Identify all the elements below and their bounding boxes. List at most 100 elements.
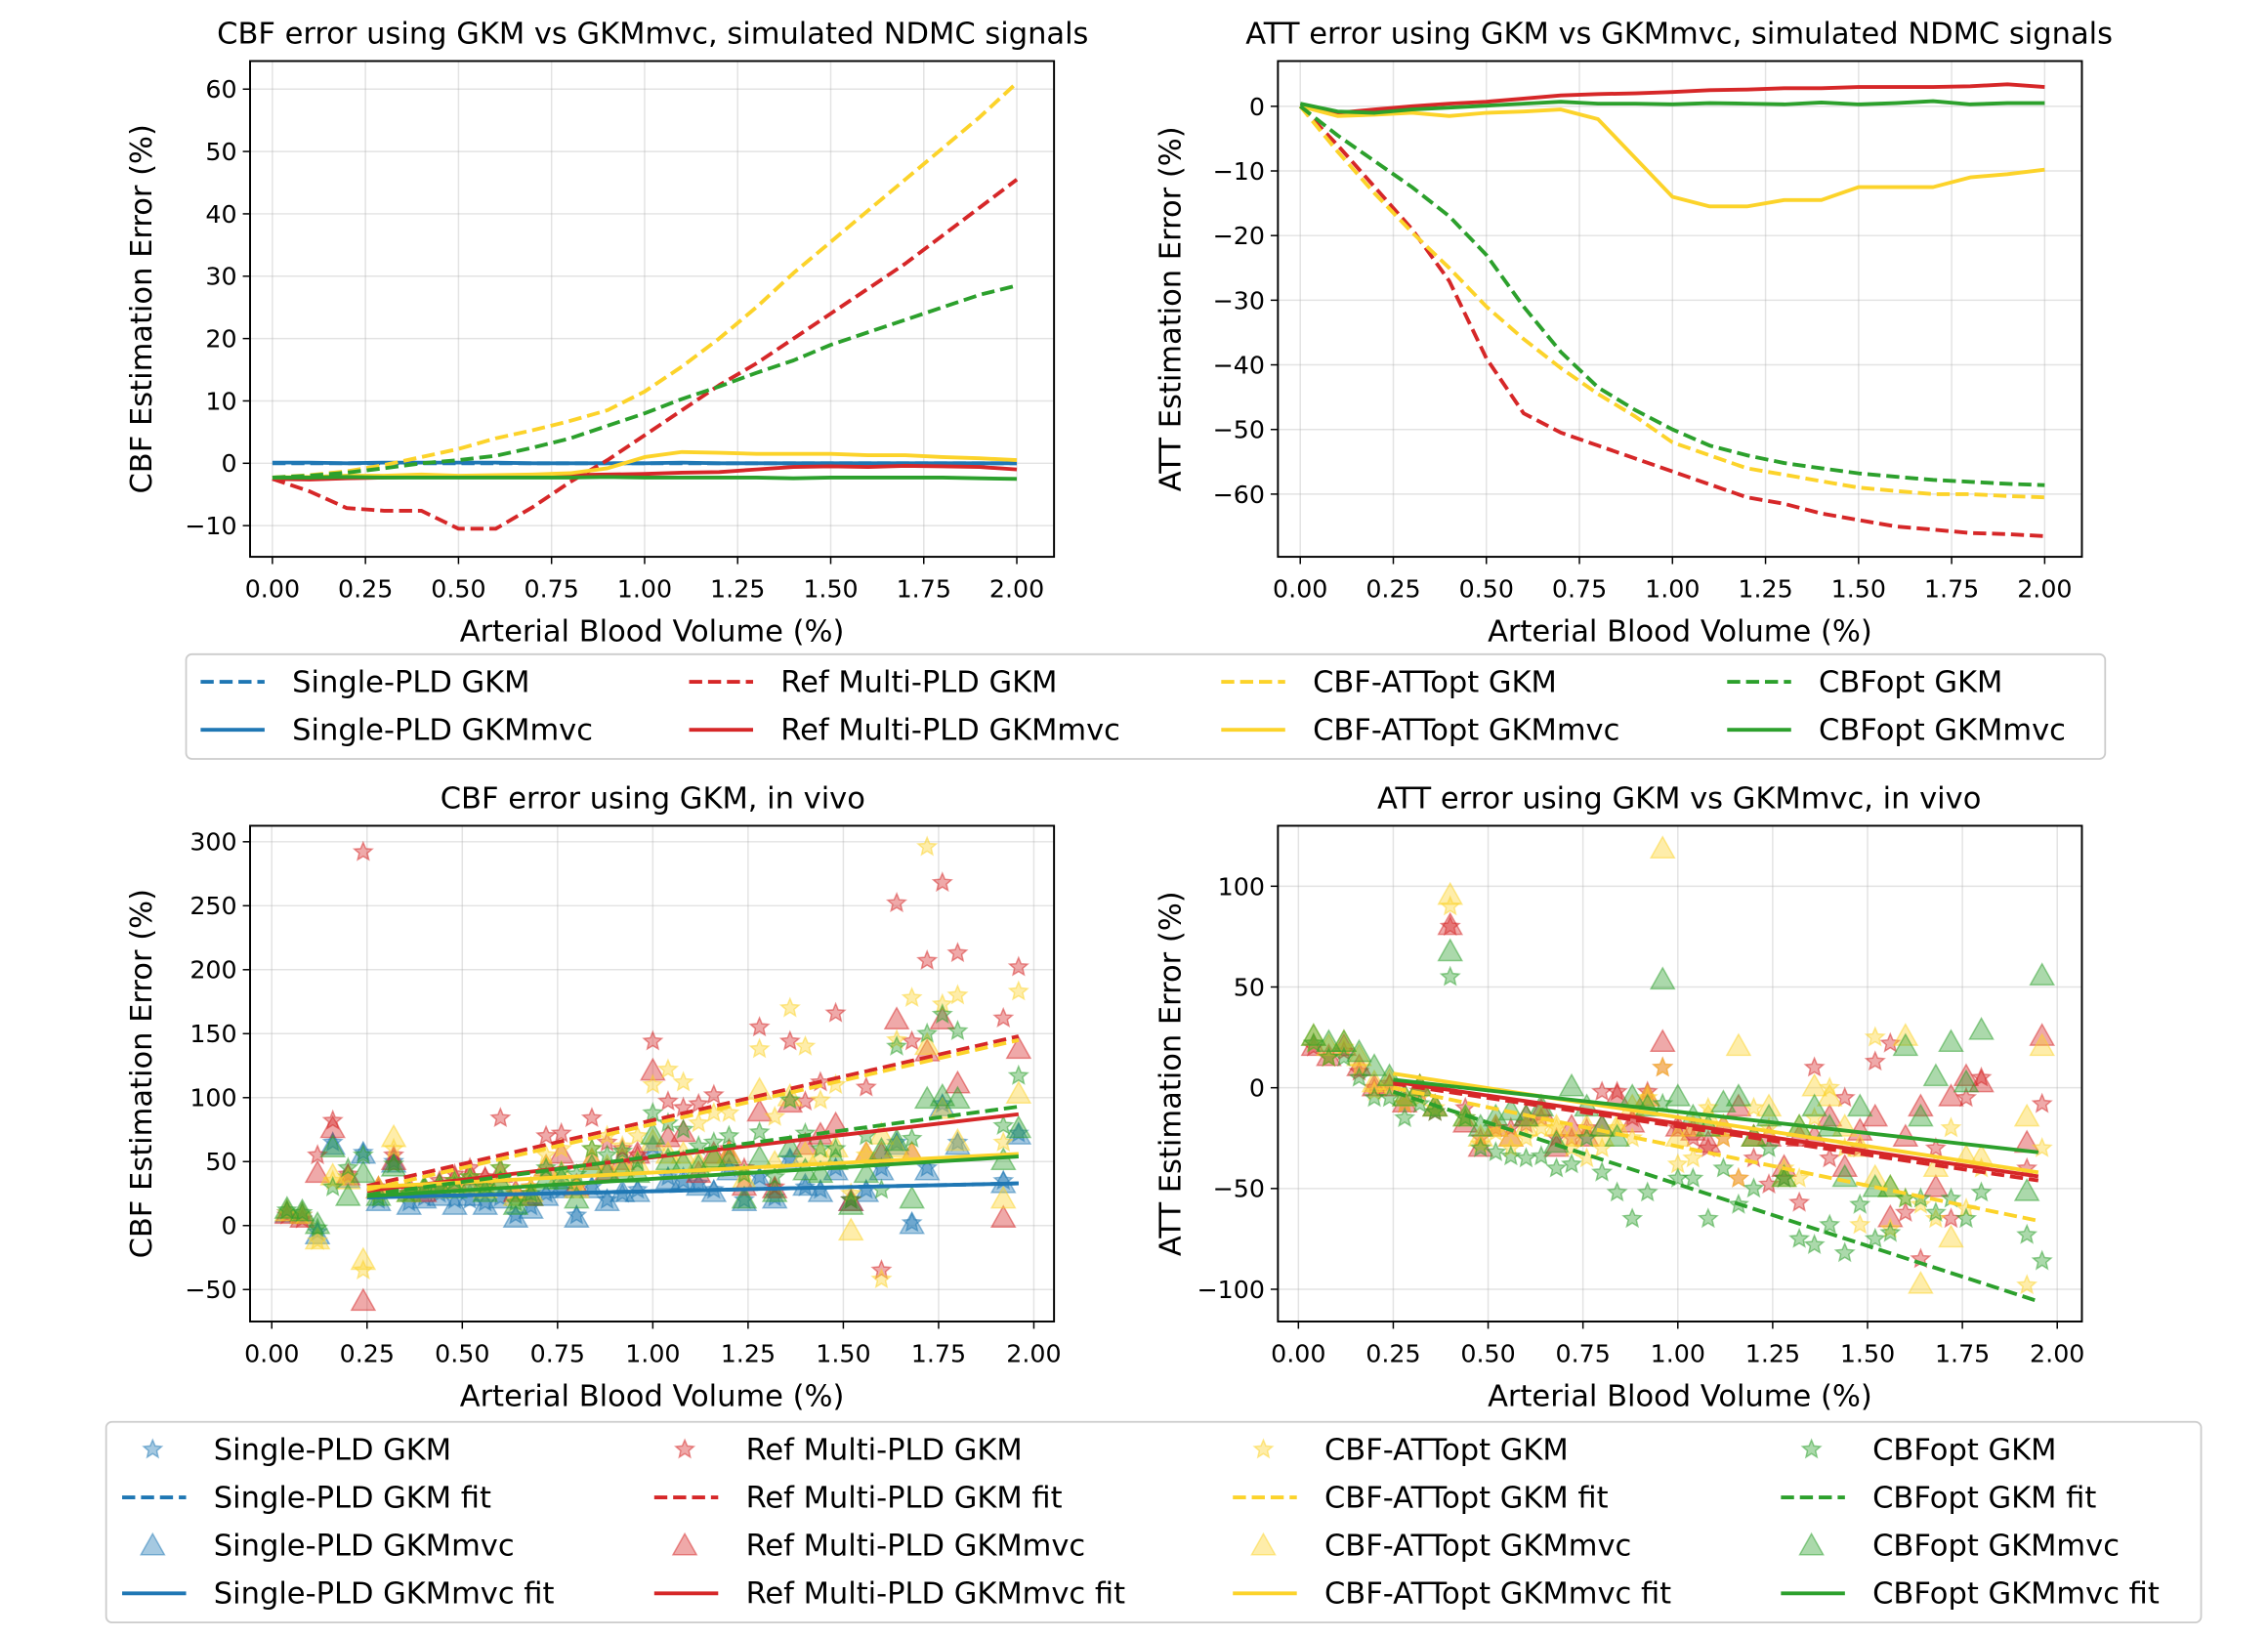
triangle-point <box>913 1156 941 1181</box>
x-tick-label: 1.75 <box>1924 575 1979 604</box>
triangle-point <box>837 1217 864 1241</box>
legend-top-frame <box>185 652 2107 760</box>
star-point <box>1924 1200 1947 1222</box>
star-point <box>383 1153 405 1174</box>
star-point <box>931 1003 953 1025</box>
star-point <box>1879 1221 1902 1242</box>
star-point <box>1348 1066 1370 1087</box>
triangle-point <box>2013 1103 2040 1127</box>
scatter-series-ref-multi-pld-gkm <box>1302 914 2053 1269</box>
star-point <box>1469 1132 1491 1154</box>
legend-label: CBFopt GKM fit <box>1872 1482 2096 1516</box>
triangle-point <box>989 1185 1017 1209</box>
star-point <box>1819 1076 1841 1098</box>
y-axis-label: ATT Estimation Error (%) <box>1155 891 1189 1256</box>
x-tick-label: 0.50 <box>435 1340 489 1368</box>
triangle-point <box>807 1159 834 1184</box>
triangle-marker-icon <box>1250 1532 1277 1556</box>
fit-line-ref-multi-pld-gkm-fit <box>1393 1081 2039 1183</box>
fit-line-cbfopt-gkmmvc-fit <box>366 1154 1019 1198</box>
x-axis-label: Arterial Blood Volume (%) <box>1488 614 1872 649</box>
triangle-point <box>350 1246 377 1271</box>
plot-area <box>273 835 1032 1312</box>
triangle-point <box>1801 1093 1827 1117</box>
star-point <box>1485 1141 1507 1162</box>
legend-bottom-frame <box>105 1420 2203 1624</box>
star-point <box>916 835 939 857</box>
x-tick-label: 2.00 <box>2017 575 2072 604</box>
triangle-marker-icon <box>671 1532 698 1556</box>
triangle-point <box>2029 1032 2056 1057</box>
star-point <box>1007 1064 1029 1085</box>
star-point <box>1682 1126 1704 1148</box>
star-point <box>1007 955 1029 977</box>
star-point <box>611 1134 634 1155</box>
legend-entry: Ref Multi-PLD GKM <box>689 666 1057 700</box>
triangle-point <box>1938 1083 1964 1107</box>
star-point <box>778 996 801 1018</box>
fit-line-single-pld-gkmmvc-fit <box>366 1181 1019 1199</box>
chart-3: 0.00 0.25 0.50 0.75 1.00 1.25 1.50 1.75 2.00 −100… <box>1155 782 2085 1414</box>
y-tick-label: 150 <box>189 1020 236 1048</box>
star-point <box>1894 1200 1916 1222</box>
legend-entry: CBFopt GKM <box>1800 1433 2056 1467</box>
triangle-point <box>1938 1224 1964 1248</box>
star-point <box>870 1268 893 1289</box>
star-point <box>778 1029 801 1051</box>
triangle-point <box>837 1192 864 1215</box>
legend-label: CBFopt GKMmvc fit <box>1872 1577 2160 1612</box>
star-point <box>1803 1233 1826 1254</box>
series-line-cbfopt-gkm <box>1299 105 2045 487</box>
legend-entry: Ref Multi-PLD GKM fit <box>653 1482 1063 1516</box>
star-point <box>337 1156 359 1178</box>
triangle-point <box>289 1197 315 1222</box>
triangle-point <box>1725 1032 1752 1057</box>
triangle-point <box>1892 1032 1919 1057</box>
x-tick-label: 0.75 <box>530 1340 585 1368</box>
x-tick-label: 0.25 <box>1365 575 1420 604</box>
star-point <box>1606 1181 1628 1202</box>
triangle-point <box>654 1147 682 1171</box>
star-point <box>1712 1156 1735 1178</box>
triangle-point <box>883 1134 910 1157</box>
triangle-point <box>945 1127 971 1152</box>
triangle-point <box>350 1287 377 1312</box>
star-point <box>810 1088 831 1110</box>
star-point <box>1910 1193 1932 1214</box>
x-tick-label: 0.25 <box>338 575 393 604</box>
legend-label: CBF-ATTopt GKM fit <box>1324 1482 1609 1516</box>
triangle-point <box>1005 1080 1032 1104</box>
triangle-point <box>1649 966 1676 990</box>
triangle-point <box>319 1134 347 1157</box>
star-point <box>824 1001 847 1023</box>
legend-label: Single-PLD GKMmvc <box>214 1530 515 1564</box>
star-point <box>1819 1147 1841 1168</box>
star-point <box>946 1131 969 1153</box>
star-point <box>489 1107 512 1128</box>
star-point <box>1499 1145 1522 1166</box>
star-point <box>1575 1126 1598 1148</box>
y-tick-label: −50 <box>185 1276 236 1304</box>
x-tick-label: 0.50 <box>1459 575 1514 604</box>
legend-entry: Single-PLD GKMmvc fit <box>122 1577 555 1612</box>
triangle-point <box>1558 1072 1585 1097</box>
legend-top: Single-PLD GKM Single-PLD GKMmvc Ref Multi… <box>185 652 2107 760</box>
triangle-marker-icon <box>139 1532 166 1556</box>
star-point <box>1743 1177 1765 1198</box>
star-point <box>1530 1145 1553 1166</box>
triangle-point <box>746 1098 773 1122</box>
plot-area <box>272 81 1019 531</box>
triangle-point <box>640 1121 666 1145</box>
triangle-point <box>1437 881 1464 905</box>
legend-label: CBFopt GKMmvc <box>1872 1530 2120 1564</box>
triangle-point <box>1300 1023 1327 1046</box>
star-point <box>1849 1193 1871 1214</box>
triangle-point <box>1005 1121 1032 1145</box>
y-tick-label: 0 <box>222 1212 237 1240</box>
star-point <box>321 1131 344 1153</box>
x-tick-label: 0.25 <box>340 1340 395 1368</box>
x-tick-label: 1.75 <box>897 575 951 604</box>
y-tick-label: 30 <box>205 263 236 291</box>
triangle-point <box>746 1144 773 1168</box>
star-point <box>2031 1249 2053 1271</box>
